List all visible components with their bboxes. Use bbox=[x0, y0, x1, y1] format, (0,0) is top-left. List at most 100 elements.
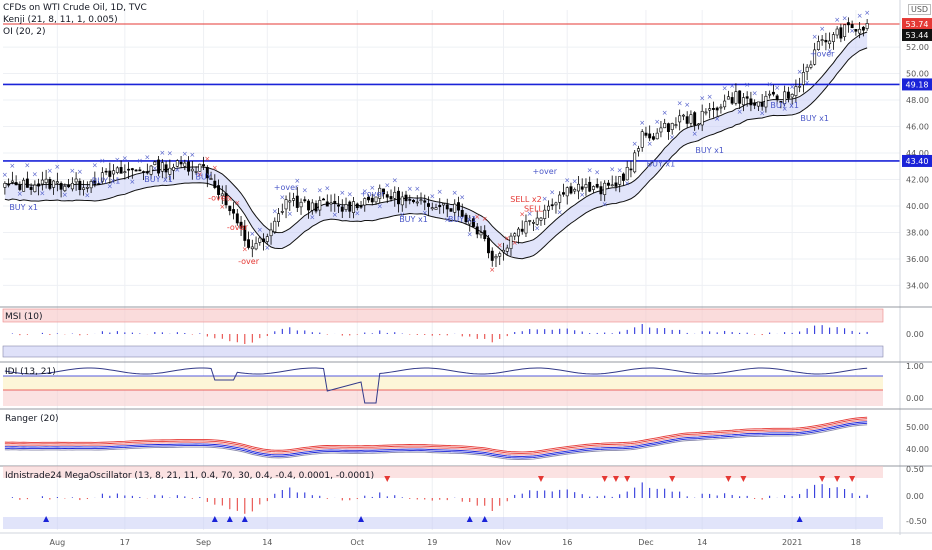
price-tick-label: 44.00 bbox=[906, 149, 929, 158]
signal-x-marker: × bbox=[92, 162, 98, 170]
candle-up bbox=[517, 228, 520, 237]
candle-up bbox=[123, 171, 127, 174]
ranger-line bbox=[4, 418, 868, 454]
candle-up bbox=[554, 202, 558, 206]
signal-x-marker: × bbox=[849, 27, 855, 35]
candle-up bbox=[835, 28, 839, 36]
level-price-badge bbox=[902, 78, 932, 91]
candle-down bbox=[738, 90, 742, 104]
signal-x-marker: × bbox=[497, 241, 503, 249]
mega-buy-triangle bbox=[466, 516, 473, 522]
candle-down bbox=[325, 201, 329, 207]
signal-x-marker: × bbox=[819, 25, 825, 33]
trade-annotation: BUY x1 bbox=[448, 215, 477, 224]
signal-x-marker: × bbox=[362, 187, 368, 195]
price-tick-label: 46.00 bbox=[906, 123, 929, 132]
signal-x-marker: × bbox=[714, 115, 720, 123]
candle-up bbox=[468, 220, 472, 225]
signal-x-marker: × bbox=[474, 213, 480, 221]
time-tick-label: 17 bbox=[120, 538, 130, 547]
signal-x-marker: × bbox=[144, 154, 150, 162]
mega-tick-label: -0.50 bbox=[906, 517, 927, 526]
candle-down bbox=[48, 179, 52, 189]
idi-lower-zone bbox=[3, 390, 883, 406]
signal-x-marker: × bbox=[47, 167, 53, 175]
candle-down bbox=[412, 199, 415, 203]
signal-x-marker: × bbox=[129, 178, 135, 186]
candle-up bbox=[576, 183, 580, 192]
candle-down bbox=[569, 186, 573, 194]
signal-markers: ×××××××××× ×××××× ××× ××× ××× ×××××× ××× ××××××… bbox=[2, 9, 870, 274]
candle-up bbox=[655, 132, 659, 140]
signal-x-marker: × bbox=[339, 189, 345, 197]
candle-up bbox=[277, 213, 281, 222]
candle-up bbox=[816, 41, 820, 50]
ranger-line bbox=[4, 421, 868, 457]
candle-down bbox=[753, 102, 757, 106]
candle-up bbox=[509, 235, 513, 249]
candle-up bbox=[415, 201, 419, 204]
candle-down bbox=[355, 203, 359, 209]
signal-x-marker: × bbox=[69, 167, 75, 175]
candle-up bbox=[393, 191, 397, 199]
time-tick-label: 2021 bbox=[782, 538, 802, 547]
candle-down bbox=[850, 24, 854, 29]
candle-down bbox=[382, 188, 385, 195]
signal-x-marker: × bbox=[842, 14, 848, 22]
candle-up bbox=[220, 193, 224, 197]
mega-sell-triangle bbox=[624, 476, 631, 482]
candle-up bbox=[82, 187, 86, 190]
signal-x-marker: × bbox=[812, 33, 818, 41]
price-tick-label: 38.00 bbox=[906, 228, 929, 237]
candle-down bbox=[217, 185, 221, 195]
signal-x-marker: × bbox=[444, 216, 450, 224]
signal-x-marker: × bbox=[174, 166, 180, 174]
kenji-upper-line bbox=[4, 31, 868, 244]
trade-annotation: BUY x1 bbox=[92, 176, 121, 185]
signal-x-marker: × bbox=[114, 156, 120, 164]
candle-down bbox=[520, 228, 524, 232]
candle-up bbox=[741, 97, 745, 106]
candle-up bbox=[194, 171, 198, 173]
idi-tick-label: 1.00 bbox=[906, 362, 924, 371]
candle-up bbox=[805, 66, 809, 72]
msi-tick-label: 0.00 bbox=[906, 330, 924, 339]
level-price-label: 49.18 bbox=[906, 80, 929, 89]
signal-x-marker: × bbox=[9, 162, 15, 170]
time-tick-label: Oct bbox=[350, 538, 364, 547]
signal-x-marker: × bbox=[654, 118, 660, 126]
candle-up bbox=[532, 221, 535, 224]
candle-down bbox=[824, 39, 828, 43]
chart-title: CFDs on WTI Crude Oil, 1D, TVC bbox=[3, 3, 147, 13]
signal-x-marker: × bbox=[519, 210, 525, 218]
candle-down bbox=[786, 91, 790, 99]
candle-down bbox=[243, 225, 247, 241]
signal-x-marker: × bbox=[62, 191, 68, 199]
signal-x-marker: × bbox=[744, 81, 750, 89]
candle-down bbox=[389, 196, 393, 200]
signal-x-marker: × bbox=[572, 178, 578, 186]
time-tick-label: Sep bbox=[196, 538, 211, 547]
mega-sell-triangle bbox=[849, 476, 856, 482]
signal-x-marker: × bbox=[624, 179, 630, 187]
candle-down bbox=[18, 184, 22, 190]
candle-down bbox=[213, 180, 217, 188]
trade-annotation: BUY x1 bbox=[695, 146, 724, 155]
candle-down bbox=[550, 204, 554, 207]
candle-down bbox=[93, 180, 97, 186]
candle-down bbox=[78, 180, 82, 191]
candle-down bbox=[322, 198, 325, 201]
indicator-oi-label: OI (20, 2) bbox=[3, 27, 46, 37]
candle-up bbox=[344, 204, 348, 210]
candle-down bbox=[239, 221, 243, 229]
candle-up bbox=[558, 194, 562, 203]
candle-down bbox=[749, 98, 753, 106]
currency-label[interactable]: USD bbox=[908, 4, 932, 15]
candle-up bbox=[112, 170, 116, 175]
trade-annotation: -over bbox=[238, 257, 260, 266]
signal-x-marker: × bbox=[752, 89, 758, 97]
time-tick-label: 14 bbox=[262, 538, 272, 547]
candle-up bbox=[44, 178, 48, 184]
signal-x-marker: × bbox=[399, 211, 405, 219]
